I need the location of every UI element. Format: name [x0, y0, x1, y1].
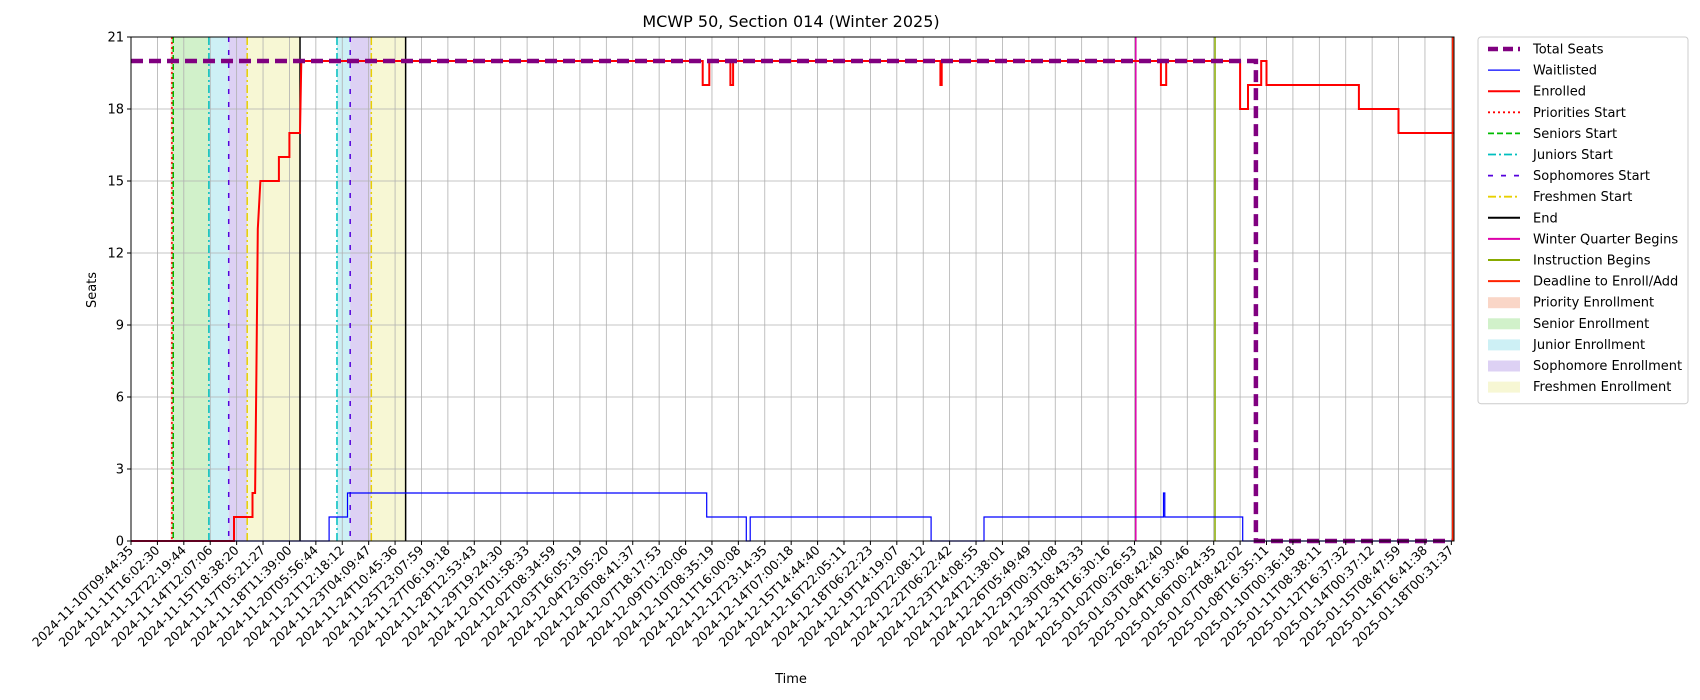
plot-frame — [130, 36, 1455, 542]
legend-swatch — [1488, 297, 1520, 309]
chart-title: MCWP 50, Section 014 (Winter 2025) — [642, 12, 939, 31]
legend-label: Freshmen Enrollment — [1533, 380, 1671, 395]
legend-label: Priorities Start — [1533, 106, 1626, 121]
y-tick-label: 18 — [107, 103, 124, 118]
legend-label: Sophomores Start — [1533, 169, 1650, 184]
legend-swatch — [1488, 360, 1520, 372]
y-tick-label: 0 — [116, 535, 124, 550]
legend-label: Priority Enrollment — [1533, 296, 1654, 311]
legend-label: Juniors Start — [1532, 148, 1613, 163]
legend-label: Seniors Start — [1533, 127, 1617, 142]
legend-swatch — [1488, 339, 1520, 351]
y-axis-label: Seats — [85, 272, 100, 308]
legend-label: Instruction Begins — [1533, 254, 1651, 269]
y-tick-label: 3 — [116, 463, 124, 478]
legend-label: End — [1533, 211, 1558, 226]
series-line — [131, 60, 1454, 542]
y-tick-label: 6 — [116, 391, 124, 406]
legend-label: Sophomore Enrollment — [1533, 359, 1682, 374]
phase-band — [371, 37, 406, 541]
y-tick-label: 15 — [107, 175, 124, 190]
y-tick-label: 21 — [107, 31, 124, 46]
legend-label: Deadline to Enroll/Add — [1533, 275, 1678, 290]
legend-label: Senior Enrollment — [1533, 317, 1649, 332]
legend-swatch — [1488, 381, 1520, 393]
legend-label: Total Seats — [1532, 43, 1604, 58]
series-line — [131, 492, 1452, 542]
phase-band — [336, 37, 351, 541]
phase-band — [173, 37, 209, 541]
plot-background — [131, 37, 1454, 541]
legend-label: Winter Quarter Begins — [1533, 232, 1678, 247]
legend-label: Waitlisted — [1533, 64, 1597, 79]
y-tick-label: 12 — [107, 247, 124, 262]
phase-band — [228, 37, 248, 541]
legend-swatch — [1488, 318, 1520, 330]
legend: Total Seats Waitlisted Enrolled Priorities … — [1477, 36, 1689, 405]
plot-area: 0369121518212024-11-10T09:44:352024-11-1… — [29, 31, 1456, 650]
phase-band — [350, 37, 372, 541]
y-tick-label: 9 — [116, 319, 124, 334]
legend-box — [1477, 36, 1689, 405]
legend-label: Enrolled — [1533, 85, 1586, 100]
phase-band — [208, 37, 229, 541]
legend-label: Freshmen Start — [1533, 190, 1632, 205]
x-axis-label: Time — [774, 672, 807, 687]
legend-label: Junior Enrollment — [1532, 338, 1645, 353]
